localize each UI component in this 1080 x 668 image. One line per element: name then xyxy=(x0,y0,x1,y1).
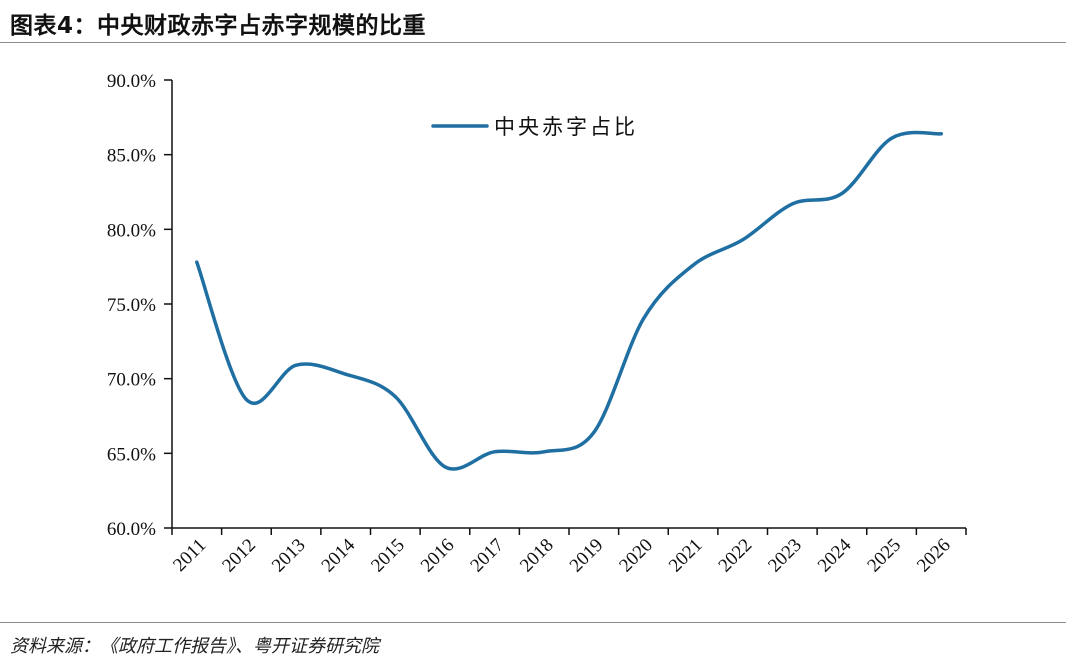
y-tick-label: 60.0% xyxy=(107,519,156,540)
x-tick-label: 2019 xyxy=(566,535,608,577)
x-tick-label: 2018 xyxy=(516,535,558,577)
x-tick-label: 2014 xyxy=(318,534,360,576)
x-tick-label: 2026 xyxy=(913,535,955,577)
data-point xyxy=(443,465,447,469)
x-axis-labels: 2011 2012 2013 2014 2015 2016 2017 2018 2019 2020… xyxy=(169,534,955,576)
y-tick-label: 90.0% xyxy=(107,71,156,92)
x-tick-label: 2021 xyxy=(665,535,707,577)
data-point xyxy=(244,398,248,402)
series-group xyxy=(195,130,943,471)
y-tick-label: 85.0% xyxy=(107,146,156,167)
data-point xyxy=(344,372,348,376)
data-point xyxy=(939,132,943,136)
x-tick-label: 2012 xyxy=(218,535,260,577)
chart-legend: 中央赤字占比 xyxy=(431,115,638,139)
x-tick-label: 2025 xyxy=(863,535,905,577)
data-point xyxy=(592,430,596,434)
y-tick-label: 75.0% xyxy=(107,295,156,316)
title-rule xyxy=(0,42,1066,43)
data-point xyxy=(691,263,695,267)
chart-axes xyxy=(164,79,967,535)
data-point xyxy=(641,317,646,321)
data-point xyxy=(741,238,745,242)
y-axis-labels: 60.0% 65.0% 70.0% 75.0% 80.0% 85.0% 90.0% xyxy=(107,71,156,540)
data-point xyxy=(542,450,546,454)
x-tick-label: 2011 xyxy=(169,535,210,576)
data-point xyxy=(840,191,844,196)
x-tick-label: 2016 xyxy=(417,535,459,577)
y-tick-label: 80.0% xyxy=(107,220,156,241)
x-tick-label: 2022 xyxy=(715,535,757,577)
x-tick-label: 2024 xyxy=(814,534,856,576)
y-tick-label: 70.0% xyxy=(107,370,156,391)
x-tick-label: 2015 xyxy=(367,535,409,577)
x-tick-label: 2023 xyxy=(764,535,806,577)
legend-label: 中央赤字占比 xyxy=(494,115,638,139)
series-line xyxy=(195,130,943,471)
x-tick-label: 2020 xyxy=(615,535,657,577)
x-tick-label: 2013 xyxy=(268,535,310,577)
data-point xyxy=(790,202,794,206)
figure-title: 图表4：中央财政赤字占赤字规模的比重 xyxy=(10,13,427,39)
x-tick-label: 2017 xyxy=(466,535,508,577)
data-point xyxy=(393,395,397,399)
data-point xyxy=(493,450,497,454)
data-point xyxy=(294,363,298,367)
source-note: 资料来源：《政府工作报告》、粤开证券研究院 xyxy=(10,636,379,657)
data-point xyxy=(195,260,199,264)
y-tick-label: 65.0% xyxy=(107,444,156,465)
source-rule xyxy=(0,622,1066,623)
data-point xyxy=(890,136,894,140)
